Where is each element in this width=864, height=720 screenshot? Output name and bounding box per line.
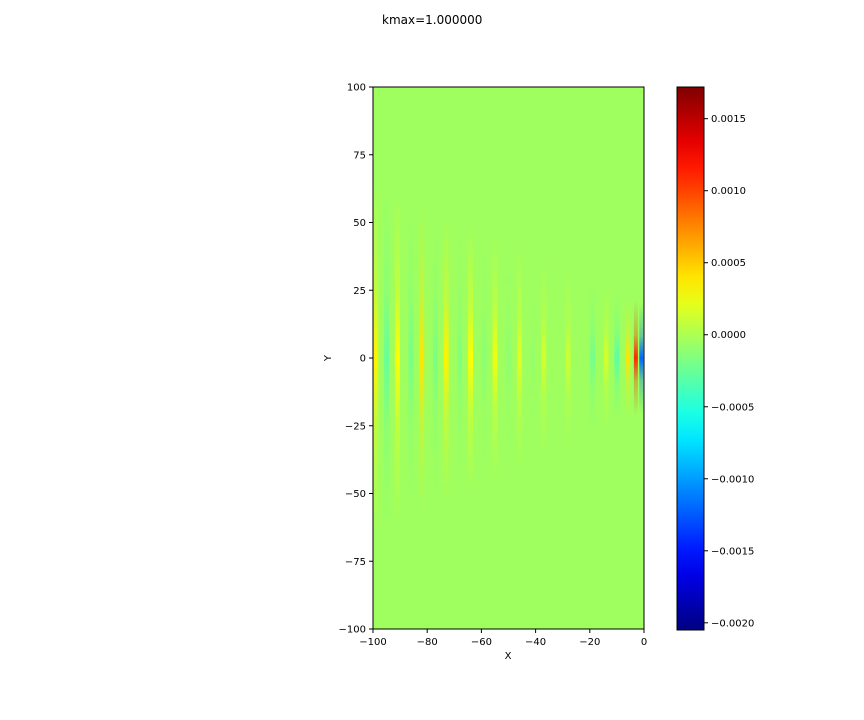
colorbar-tick-label: 0.0015 [711, 114, 746, 125]
y-tick-label: −100 [339, 625, 366, 636]
colorbar-frame [676, 86, 705, 631]
x-axis: −100 −80 −60 −40 −20 0 [359, 629, 647, 648]
colorbar-ticks: 0.0015 0.0010 0.0005 0.0000 −0.0005 −0.0010 −0… [704, 114, 754, 629]
colorbar-tick-label: −0.0015 [711, 546, 754, 557]
x-tick-label: −60 [471, 637, 492, 648]
y-tick-label: −50 [345, 489, 366, 500]
wave-band [603, 286, 609, 430]
y-tick-label: −25 [345, 421, 366, 432]
wave-band [633, 300, 638, 416]
wave-band [614, 291, 620, 425]
wave-band [492, 236, 498, 480]
wave-band [373, 183, 379, 533]
wave-band [506, 242, 511, 474]
wave-band [457, 220, 463, 496]
colorbar-tick-label: −0.0020 [711, 618, 754, 629]
colorbar-tick-label: −0.0005 [711, 402, 754, 413]
y-tick-label: 50 [353, 218, 366, 229]
colorbar: 0.0015 0.0010 0.0005 0.0000 −0.0005 −0.0010 −0… [676, 86, 754, 631]
colorbar-tick-label: 0.0010 [711, 186, 746, 197]
wave-band [394, 192, 400, 524]
x-tick-label: −20 [579, 637, 600, 648]
heatmap-wave-bands [373, 183, 644, 533]
wave-band [384, 187, 390, 529]
colorbar-tick-label: −0.0010 [711, 474, 754, 485]
heatmap-plot-area [372, 86, 645, 630]
colorbar-tick-label: 0.0000 [711, 330, 746, 341]
x-tick-label: −100 [359, 637, 386, 648]
colorbar-tick-label: 0.0005 [711, 258, 746, 269]
y-tick-label: 75 [353, 150, 366, 161]
wave-band [565, 269, 571, 447]
wave-band [639, 302, 644, 414]
y-tick-label: 25 [353, 286, 366, 297]
y-axis-label: Y [323, 354, 334, 362]
wave-band [432, 209, 438, 507]
wave-band [541, 258, 547, 458]
wave-band [419, 203, 425, 513]
wave-band [625, 296, 631, 420]
colorbar-gradient [677, 87, 704, 630]
wave-band [590, 280, 596, 436]
y-tick-label: −75 [345, 557, 366, 568]
wave-band [443, 214, 449, 502]
wave-band [468, 225, 474, 491]
y-tick-label: 100 [347, 83, 366, 94]
chart-title: kmax=1.000000 [382, 13, 482, 27]
x-tick-label: −80 [417, 637, 438, 648]
wave-band [408, 198, 414, 518]
y-tick-label: 0 [360, 354, 366, 365]
wave-band [481, 231, 487, 485]
wave-band [530, 253, 536, 463]
x-tick-label: 0 [641, 637, 647, 648]
y-axis: 100 75 50 25 0 −25 −50 −75 −100 [339, 83, 373, 636]
wave-band [516, 247, 522, 469]
x-tick-label: −40 [525, 637, 546, 648]
x-axis-label: X [505, 651, 512, 662]
